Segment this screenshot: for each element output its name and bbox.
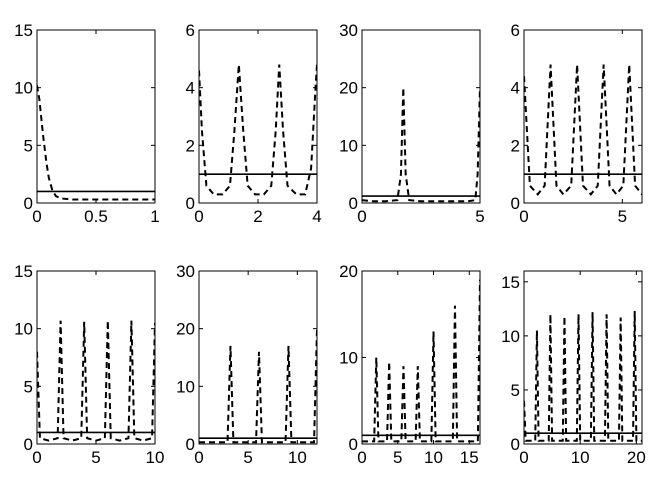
y-tick-label: 2	[186, 136, 195, 155]
subplot: 0 5 10 15 0 10 20	[501, 270, 646, 467]
subplot: 0 2 4 6 0 2 4	[186, 21, 322, 226]
y-tick-label: 15	[14, 262, 33, 281]
y-tick-label: 10	[14, 79, 33, 98]
y-tick-label: 0	[24, 194, 33, 213]
y-tick-label: 5	[511, 381, 520, 400]
axes-box	[36, 270, 156, 445]
x-tick-label: 4	[312, 207, 321, 226]
x-tick-label: 0	[519, 207, 528, 226]
y-tick-label: 30	[176, 262, 195, 281]
x-tick-label: 20	[627, 448, 646, 467]
y-tick-label: 0	[186, 194, 195, 213]
y-tick-label: 4	[186, 79, 195, 98]
subplot: 0 2 4 6 0 5	[511, 21, 643, 226]
dashed-line	[362, 87, 480, 203]
axes-box	[523, 270, 643, 445]
x-tick-label: 0.5	[84, 207, 108, 226]
y-tick-label: 5	[24, 377, 33, 396]
dashed-line	[37, 320, 155, 442]
axes-box	[198, 270, 318, 445]
axes-box	[198, 29, 318, 204]
x-tick-label: 0	[32, 448, 41, 467]
x-tick-label: 10	[146, 448, 165, 467]
x-tick-label: 0	[357, 448, 366, 467]
y-tick-label: 10	[339, 136, 358, 155]
x-tick-label: 0	[519, 448, 528, 467]
y-tick-label: 0	[349, 435, 358, 454]
dashed-line	[362, 279, 480, 443]
y-tick-label: 5	[24, 136, 33, 155]
dashed-line	[199, 64, 317, 196]
y-tick-label: 10	[14, 320, 33, 339]
y-tick-label: 6	[186, 21, 195, 40]
subplot: 0 10 20 30 0 5 10	[176, 262, 318, 467]
x-tick-label: 15	[460, 448, 479, 467]
x-tick-label: 5	[243, 448, 252, 467]
dashed-line	[524, 64, 642, 196]
dashed-line	[37, 85, 155, 201]
y-tick-label: 4	[511, 79, 520, 98]
subplot: 0 10 20 30 0 5	[339, 21, 485, 226]
y-tick-label: 30	[339, 21, 358, 40]
subplot: 0 10 20 0 5 10 15	[339, 262, 481, 467]
x-tick-label: 2	[253, 207, 262, 226]
x-tick-label: 0	[32, 207, 41, 226]
y-tick-label: 0	[186, 435, 195, 454]
x-tick-label: 5	[618, 207, 627, 226]
axes-box	[36, 29, 156, 204]
x-tick-label: 0	[194, 207, 203, 226]
y-tick-label: 15	[14, 21, 33, 40]
x-tick-label: 0	[194, 448, 203, 467]
y-tick-label: 20	[339, 262, 358, 281]
y-tick-label: 10	[339, 349, 358, 368]
y-tick-label: 20	[176, 320, 195, 339]
x-tick-label: 10	[424, 448, 443, 467]
x-tick-label: 1	[150, 207, 159, 226]
x-tick-label: 5	[393, 448, 402, 467]
dashed-line	[524, 310, 642, 442]
y-tick-label: 10	[176, 377, 195, 396]
y-tick-label: 2	[511, 136, 520, 155]
y-tick-label: 6	[511, 21, 520, 40]
x-tick-label: 10	[571, 448, 590, 467]
y-tick-label: 0	[349, 194, 358, 213]
x-tick-label: 5	[475, 207, 484, 226]
y-tick-label: 0	[511, 435, 520, 454]
y-tick-label: 10	[501, 327, 520, 346]
subplot: 0 5 10 15 0 5 10	[14, 262, 164, 467]
y-tick-label: 0	[24, 435, 33, 454]
subplot: 0 5 10 15 0 0.5 1	[14, 21, 160, 226]
y-tick-label: 15	[501, 273, 520, 292]
y-tick-label: 20	[339, 79, 358, 98]
axes-box	[361, 29, 481, 204]
x-tick-label: 10	[288, 448, 307, 467]
y-tick-label: 0	[511, 194, 520, 213]
x-tick-label: 5	[91, 448, 100, 467]
x-tick-label: 0	[357, 207, 366, 226]
axes-box	[361, 270, 481, 445]
